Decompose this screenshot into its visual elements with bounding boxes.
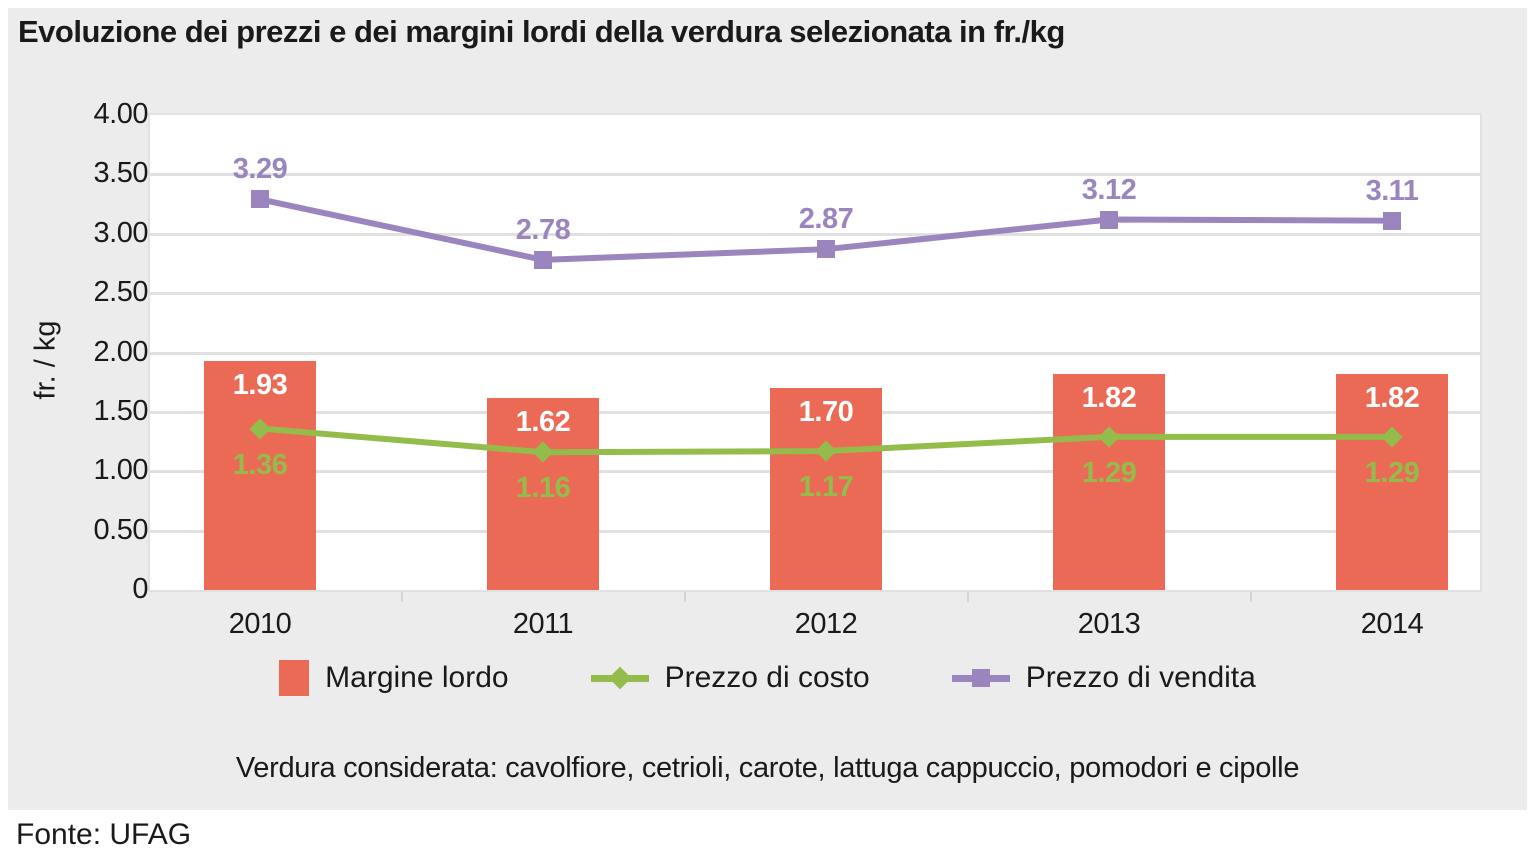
gridline bbox=[150, 232, 1480, 236]
diamond-marker-icon bbox=[590, 666, 649, 690]
data-label: 2.78 bbox=[515, 213, 571, 246]
chart-footnote: Verdura considerata: cavolfiore, cetriol… bbox=[235, 752, 1300, 784]
data-label: 1.17 bbox=[798, 471, 854, 504]
x-axis-tick-label: 2012 bbox=[794, 608, 858, 640]
legend-label-prezzo-di-costo: Prezzo di costo bbox=[664, 661, 870, 694]
y-axis-tick-label: 1.50 bbox=[93, 394, 149, 427]
y-axis-tick-label: 1.00 bbox=[93, 454, 149, 487]
y-axis-tick-label: 4.00 bbox=[93, 98, 149, 130]
gridline bbox=[150, 351, 1480, 355]
data-point-marker-square bbox=[1100, 210, 1118, 229]
y-axis-tick-label: 0.50 bbox=[93, 513, 149, 546]
y-axis-tick-label: 3.50 bbox=[93, 157, 149, 190]
x-axis-tick-mark bbox=[966, 592, 969, 602]
y-axis-tick-label: 2.50 bbox=[93, 276, 149, 309]
data-point-marker-square bbox=[534, 250, 552, 269]
bar bbox=[204, 360, 316, 590]
plot-layer: 1.93 1.62 1.70 1.82 1.82 1.36 1.16 1.17 1.29 1.29… bbox=[150, 115, 1480, 590]
data-point-marker-square bbox=[1383, 211, 1401, 230]
bar bbox=[487, 397, 599, 590]
chart-legend: Margine lordo Prezzo di costo Prezzo di … bbox=[8, 660, 1527, 696]
bar-data-label: 1.93 bbox=[232, 368, 288, 401]
bar-data-label: 1.82 bbox=[1081, 381, 1137, 414]
x-axis-tick-label: 2010 bbox=[228, 608, 292, 640]
x-axis-tick-mark bbox=[683, 592, 686, 602]
data-point-marker-square bbox=[817, 240, 835, 259]
x-axis-tick-mark bbox=[400, 592, 403, 602]
data-label: 1.36 bbox=[232, 448, 288, 481]
gridline bbox=[150, 292, 1480, 296]
legend-label-margine-lordo: Margine lordo bbox=[325, 661, 509, 694]
bar-data-label: 1.62 bbox=[515, 405, 571, 438]
x-axis-tick-label: 2013 bbox=[1077, 608, 1141, 640]
chart-panel: Evoluzione dei prezzi e dei margini lord… bbox=[8, 8, 1527, 810]
y-axis-tick-label: 3.00 bbox=[93, 216, 149, 249]
x-axis-tick-label: 2011 bbox=[512, 608, 574, 640]
diamond-glyph bbox=[608, 666, 631, 690]
x-axis-tick-label: 2014 bbox=[1360, 608, 1424, 640]
legend-item-prezzo-di-costo: Prezzo di costo bbox=[590, 661, 870, 695]
data-label: 3.12 bbox=[1081, 173, 1137, 206]
bar bbox=[1336, 373, 1448, 590]
legend-label-prezzo-di-vendita: Prezzo di vendita bbox=[1025, 661, 1256, 694]
y-axis-tick-label: 0 bbox=[132, 573, 148, 605]
bar bbox=[1053, 373, 1165, 590]
data-point-marker-square bbox=[251, 190, 269, 209]
source-text: Fonte: UFAG bbox=[16, 818, 192, 851]
data-label: 3.11 bbox=[1365, 174, 1419, 207]
y-axis-tick-label: 2.00 bbox=[93, 335, 149, 368]
data-label: 1.29 bbox=[1081, 456, 1137, 489]
bar-data-label: 1.82 bbox=[1364, 381, 1420, 414]
bar bbox=[770, 388, 882, 590]
legend-item-prezzo-di-vendita: Prezzo di vendita bbox=[951, 661, 1256, 695]
data-label: 3.29 bbox=[232, 153, 288, 186]
bar-swatch-icon bbox=[279, 660, 310, 696]
x-axis-tick-mark bbox=[1249, 592, 1252, 602]
square-marker-icon bbox=[951, 669, 1010, 687]
square-glyph bbox=[971, 669, 990, 687]
gridline bbox=[150, 173, 1480, 177]
chart-title: Evoluzione dei prezzi e dei margini lord… bbox=[18, 14, 1065, 49]
data-label: 1.16 bbox=[515, 472, 571, 505]
data-label: 2.87 bbox=[798, 203, 854, 236]
data-label: 1.29 bbox=[1364, 456, 1420, 489]
line-series bbox=[259, 196, 1393, 456]
legend-item-margine-lordo: Margine lordo bbox=[279, 660, 509, 696]
bar-data-label: 1.70 bbox=[798, 396, 854, 429]
